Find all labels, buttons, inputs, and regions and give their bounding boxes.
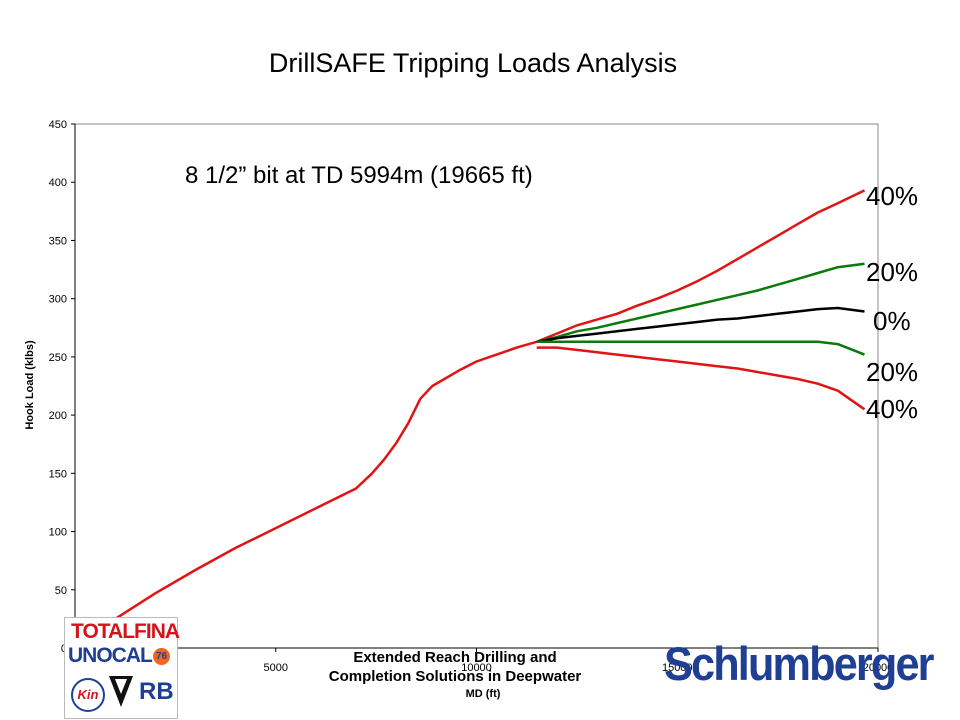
series-line bbox=[536, 262, 865, 344]
y-tick-label: 150 bbox=[49, 468, 67, 480]
y-tick-label: 100 bbox=[49, 527, 67, 539]
schlumberger-logo: Schlumberger bbox=[664, 637, 935, 690]
series-end-label: 0% bbox=[873, 306, 911, 336]
x-tick-label: 5000 bbox=[264, 662, 288, 674]
unocal-76-badge: 76 bbox=[153, 648, 170, 665]
partner-logos: TOTALFINA UNOCAL 76 Kin RB bbox=[64, 617, 180, 719]
series-end-label: 40% bbox=[866, 394, 918, 424]
series-end-label: 20% bbox=[866, 257, 918, 287]
y-tick-label: 50 bbox=[55, 585, 67, 597]
y-axis-label: Hook Load (klbs) bbox=[24, 340, 36, 430]
chart-ticks: 0501001502002503003504004500500010000150… bbox=[49, 119, 894, 674]
series-line bbox=[536, 189, 866, 343]
y-tick-label: 200 bbox=[49, 410, 67, 422]
unocal-logo: UNOCAL bbox=[68, 644, 153, 667]
series-line bbox=[536, 340, 865, 356]
series-line bbox=[536, 346, 866, 411]
series-end-label: 20% bbox=[866, 357, 918, 387]
series-line bbox=[536, 306, 865, 344]
series-end-label: 40% bbox=[866, 181, 918, 211]
y-tick-label: 300 bbox=[49, 294, 67, 306]
x-tick-label: 15000 bbox=[662, 662, 693, 674]
totalfina-logo: TOTALFINA bbox=[71, 620, 180, 643]
x-tick-label: 20000 bbox=[863, 662, 894, 674]
y-tick-label: 350 bbox=[49, 235, 67, 247]
kin-logo: Kin bbox=[71, 678, 105, 712]
y-tick-label: 400 bbox=[49, 177, 67, 189]
base-curve-line bbox=[74, 340, 538, 650]
y-tick-label: 250 bbox=[49, 352, 67, 364]
footer-line-1: Extended Reach Drilling and bbox=[353, 649, 557, 666]
y-tick-label: 450 bbox=[49, 119, 67, 131]
x-axis-label: MD (ft) bbox=[466, 688, 501, 700]
y-tick-label: 0 bbox=[61, 643, 67, 655]
footer-text: Extended Reach Drilling and Completion S… bbox=[270, 648, 640, 686]
rb-logo: RB bbox=[139, 678, 174, 705]
footer-line-2: Completion Solutions in Deepwater bbox=[328, 668, 582, 685]
chart-series bbox=[74, 189, 866, 650]
series-labels: 40% 20% 0% 20% 40% bbox=[866, 181, 918, 424]
x-tick-label: 10000 bbox=[461, 662, 492, 674]
chart-annotation: 8 1/2” bit at TD 5994m (19665 ft) bbox=[185, 162, 533, 189]
chart-title: DrillSAFE Tripping Loads Analysis bbox=[268, 48, 678, 78]
oil-drop-icon bbox=[109, 676, 133, 707]
